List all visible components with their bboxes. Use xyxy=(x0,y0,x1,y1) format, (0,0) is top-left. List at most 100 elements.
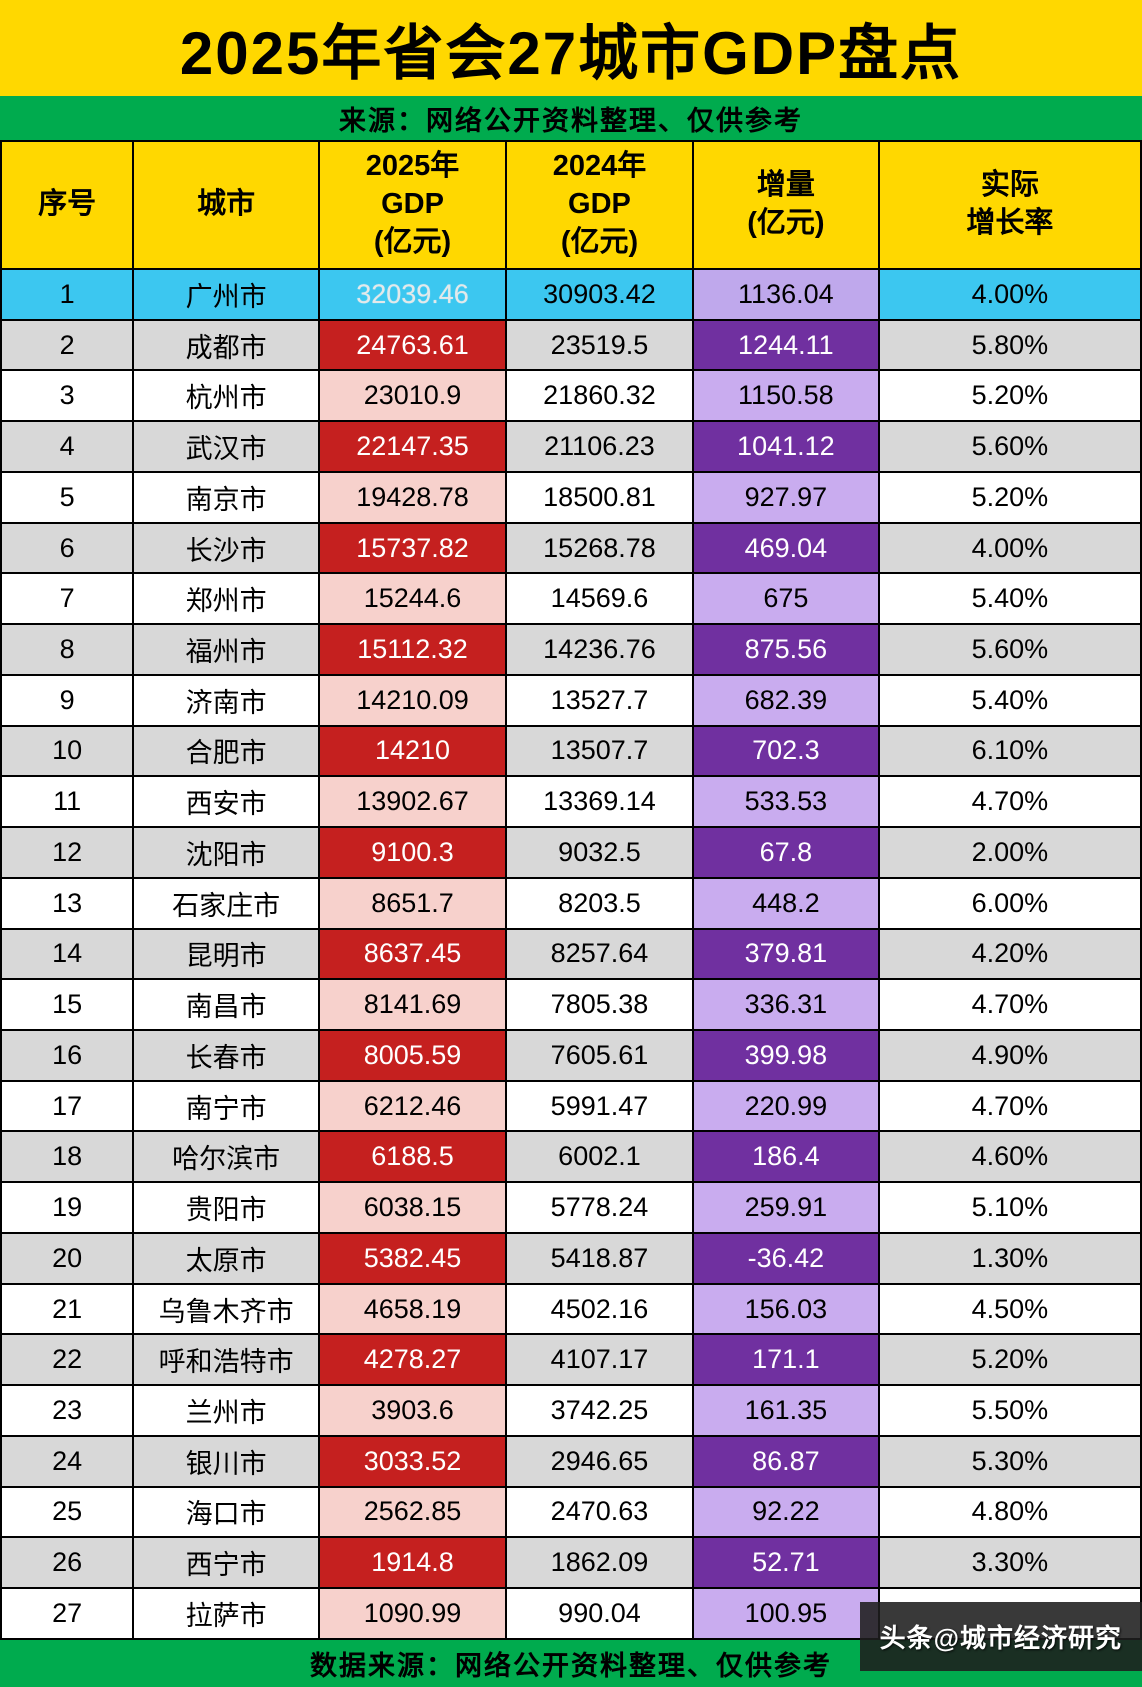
gdp2024-cell: 6002.1 xyxy=(507,1132,694,1184)
delta-cell: 533.53 xyxy=(693,777,880,829)
growth-cell: 1.30% xyxy=(879,1233,1142,1285)
delta-cell: 171.1 xyxy=(693,1335,880,1387)
city-cell: 郑州市 xyxy=(134,574,321,626)
gdp2024-cell: 2946.65 xyxy=(507,1436,694,1488)
gdp2025-cell: 1914.8 xyxy=(320,1538,507,1590)
city-cell: 南宁市 xyxy=(134,1081,321,1133)
growth-cell: 5.60% xyxy=(879,422,1142,473)
growth-cell: 5.50% xyxy=(879,1386,1142,1437)
rank-cell: 13 xyxy=(2,878,135,930)
growth-cell: 4.60% xyxy=(879,1132,1142,1184)
delta-cell: 1136.04 xyxy=(693,270,880,321)
rank-cell: 24 xyxy=(2,1436,135,1488)
column-header-city: 城市 xyxy=(134,142,321,270)
rank-cell: 26 xyxy=(2,1538,135,1590)
table-row: 1 广州市 32039.46 30903.42 1136.04 4.00% xyxy=(2,270,1142,321)
city-cell: 广州市 xyxy=(134,270,321,321)
gdp2024-cell: 9032.5 xyxy=(507,828,694,879)
city-cell: 贵阳市 xyxy=(134,1183,321,1234)
delta-cell: 469.04 xyxy=(693,523,880,575)
table-row: 13 石家庄市 8651.7 8203.5 448.2 6.00% xyxy=(2,878,1142,930)
table-row: 14 昆明市 8637.45 8257.64 379.81 4.20% xyxy=(2,929,1142,981)
column-header-growth: 实际 增长率 xyxy=(879,142,1142,270)
gdp2025-cell: 8141.69 xyxy=(320,980,507,1032)
gdp2025-cell: 9100.3 xyxy=(320,828,507,879)
gdp2024-cell: 2470.63 xyxy=(507,1487,694,1539)
delta-cell: 682.39 xyxy=(693,675,880,727)
city-cell: 昆明市 xyxy=(134,929,321,981)
growth-cell: 5.30% xyxy=(879,1436,1142,1488)
gdp2024-cell: 30903.42 xyxy=(507,270,694,321)
gdp2025-cell: 14210 xyxy=(320,726,507,778)
gdp2025-cell: 19428.78 xyxy=(320,472,507,524)
growth-cell: 5.80% xyxy=(879,320,1142,372)
rank-cell: 8 xyxy=(2,625,135,676)
gdp2025-cell: 6212.46 xyxy=(320,1081,507,1133)
growth-cell: 4.20% xyxy=(879,929,1142,981)
delta-cell: 220.99 xyxy=(693,1081,880,1133)
delta-cell: 675 xyxy=(693,574,880,626)
table-row: 18 哈尔滨市 6188.5 6002.1 186.4 4.60% xyxy=(2,1132,1142,1184)
delta-cell: 156.03 xyxy=(693,1284,880,1336)
delta-cell: 702.3 xyxy=(693,726,880,778)
delta-cell: 52.71 xyxy=(693,1538,880,1590)
delta-cell: 100.95 xyxy=(693,1589,880,1640)
delta-cell: -36.42 xyxy=(693,1233,880,1285)
column-header-gdp2025: 2025年 GDP (亿元) xyxy=(320,142,507,270)
gdp2024-cell: 23519.5 xyxy=(507,320,694,372)
gdp2024-cell: 7805.38 xyxy=(507,980,694,1032)
gdp2024-cell: 1862.09 xyxy=(507,1538,694,1590)
growth-cell: 3.30% xyxy=(879,1538,1142,1590)
gdp2024-cell: 4107.17 xyxy=(507,1335,694,1387)
city-cell: 武汉市 xyxy=(134,422,321,473)
delta-cell: 1244.11 xyxy=(693,320,880,372)
delta-cell: 1041.12 xyxy=(693,422,880,473)
table-row: 19 贵阳市 6038.15 5778.24 259.91 5.10% xyxy=(2,1183,1142,1234)
growth-cell: 5.60% xyxy=(879,625,1142,676)
table-row: 8 福州市 15112.32 14236.76 875.56 5.60% xyxy=(2,625,1142,676)
delta-cell: 186.4 xyxy=(693,1132,880,1184)
rank-cell: 7 xyxy=(2,574,135,626)
table-row: 3 杭州市 23010.9 21860.32 1150.58 5.20% xyxy=(2,371,1142,423)
delta-cell: 1150.58 xyxy=(693,371,880,423)
rank-cell: 1 xyxy=(2,270,135,321)
rank-cell: 23 xyxy=(2,1386,135,1437)
gdp2024-cell: 4502.16 xyxy=(507,1284,694,1336)
growth-cell: 6.00% xyxy=(879,878,1142,930)
city-cell: 太原市 xyxy=(134,1233,321,1285)
city-cell: 石家庄市 xyxy=(134,878,321,930)
rank-cell: 27 xyxy=(2,1589,135,1640)
table-row: 7 郑州市 15244.6 14569.6 675 5.40% xyxy=(2,574,1142,626)
gdp-table: 序号 城市 2025年 GDP (亿元) 2024年 GDP (亿元) 增量 (亿元) 实… xyxy=(0,140,1142,1640)
gdp2024-cell: 15268.78 xyxy=(507,523,694,575)
rank-cell: 4 xyxy=(2,422,135,473)
gdp2024-cell: 14569.6 xyxy=(507,574,694,626)
gdp2025-cell: 14210.09 xyxy=(320,675,507,727)
gdp2024-cell: 5778.24 xyxy=(507,1183,694,1234)
table-row: 27 拉萨市 1090.99 990.04 100.95 xyxy=(2,1589,1142,1640)
gdp2025-cell: 22147.35 xyxy=(320,422,507,473)
gdp2025-cell: 4278.27 xyxy=(320,1335,507,1387)
rank-cell: 19 xyxy=(2,1183,135,1234)
gdp2024-cell: 13369.14 xyxy=(507,777,694,829)
table-row: 15 南昌市 8141.69 7805.38 336.31 4.70% xyxy=(2,980,1142,1032)
rank-cell: 21 xyxy=(2,1284,135,1336)
city-cell: 西安市 xyxy=(134,777,321,829)
delta-cell: 399.98 xyxy=(693,1031,880,1082)
city-cell: 南昌市 xyxy=(134,980,321,1032)
delta-cell: 67.8 xyxy=(693,828,880,879)
rank-cell: 18 xyxy=(2,1132,135,1184)
gdp2024-cell: 8203.5 xyxy=(507,878,694,930)
city-cell: 南京市 xyxy=(134,472,321,524)
table-row: 12 沈阳市 9100.3 9032.5 67.8 2.00% xyxy=(2,828,1142,879)
rank-cell: 11 xyxy=(2,777,135,829)
gdp2025-cell: 8005.59 xyxy=(320,1031,507,1082)
gdp2025-cell: 6038.15 xyxy=(320,1183,507,1234)
rank-cell: 16 xyxy=(2,1031,135,1082)
table-row: 11 西安市 13902.67 13369.14 533.53 4.70% xyxy=(2,777,1142,829)
city-cell: 长沙市 xyxy=(134,523,321,575)
rank-cell: 14 xyxy=(2,929,135,981)
city-cell: 济南市 xyxy=(134,675,321,727)
gdp2025-cell: 15244.6 xyxy=(320,574,507,626)
rank-cell: 10 xyxy=(2,726,135,778)
